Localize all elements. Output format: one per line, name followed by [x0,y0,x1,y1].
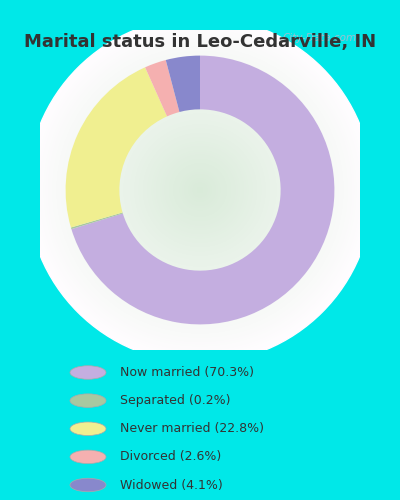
Circle shape [133,123,267,257]
Circle shape [62,52,338,328]
Circle shape [124,114,276,266]
Circle shape [101,90,299,290]
Circle shape [137,128,263,252]
Circle shape [114,104,286,277]
Circle shape [81,71,319,309]
Circle shape [105,95,295,285]
Circle shape [170,160,230,220]
Circle shape [49,39,351,341]
Circle shape [126,116,274,264]
Circle shape [129,118,271,262]
Text: Never married (22.8%): Never married (22.8%) [120,422,264,435]
Wedge shape [66,68,167,228]
Circle shape [157,147,243,233]
Circle shape [109,100,291,280]
Text: Widowed (4.1%): Widowed (4.1%) [120,478,223,492]
Circle shape [68,58,332,322]
Circle shape [27,17,373,363]
Circle shape [155,144,245,236]
Circle shape [172,162,228,218]
Circle shape [152,142,248,238]
Circle shape [146,136,254,244]
Circle shape [51,41,349,339]
Circle shape [185,175,215,205]
Circle shape [166,156,234,224]
Circle shape [107,97,293,283]
Circle shape [178,168,222,212]
Circle shape [42,32,358,347]
Circle shape [189,179,211,201]
Circle shape [174,164,226,216]
Circle shape [55,46,345,335]
Circle shape [60,50,340,330]
Circle shape [64,54,336,326]
Circle shape [144,134,256,246]
Circle shape [70,60,330,320]
Circle shape [98,88,302,292]
Circle shape [122,112,278,268]
Circle shape [118,108,282,272]
Circle shape [34,24,366,356]
Circle shape [58,48,342,333]
Circle shape [75,64,325,316]
Circle shape [131,121,269,259]
Circle shape [47,36,353,344]
Circle shape [70,366,106,379]
Circle shape [163,154,237,226]
Text: Now married (70.3%): Now married (70.3%) [120,366,254,379]
Circle shape [112,102,288,278]
Circle shape [140,130,260,250]
Circle shape [194,184,206,196]
Circle shape [191,182,209,198]
Circle shape [198,188,202,192]
Circle shape [161,151,239,229]
Text: Marital status in Leo-Cedarville, IN: Marital status in Leo-Cedarville, IN [24,32,376,50]
Circle shape [180,170,220,209]
Circle shape [40,30,360,350]
Circle shape [70,478,106,492]
Circle shape [29,20,371,360]
Circle shape [96,86,304,294]
Wedge shape [145,60,180,116]
Circle shape [70,450,106,464]
Circle shape [196,186,204,194]
Text: City-Data.com: City-Data.com [283,33,357,43]
Wedge shape [166,56,200,112]
Circle shape [103,93,297,287]
Circle shape [116,106,284,274]
Circle shape [72,62,328,318]
Circle shape [187,177,213,203]
Circle shape [36,26,364,354]
Wedge shape [72,56,334,324]
Circle shape [168,158,232,222]
Circle shape [150,140,250,239]
Circle shape [44,34,356,345]
Circle shape [135,125,265,255]
Circle shape [183,172,217,208]
Circle shape [66,56,334,324]
Circle shape [88,78,312,302]
Circle shape [159,149,241,231]
Circle shape [70,422,106,436]
Circle shape [77,67,323,313]
Wedge shape [71,212,123,229]
Circle shape [90,80,310,300]
Circle shape [53,43,347,337]
Circle shape [70,394,106,407]
Text: Separated (0.2%): Separated (0.2%) [120,394,230,407]
Circle shape [142,132,258,248]
Circle shape [94,84,306,296]
Circle shape [148,138,252,242]
Circle shape [86,76,314,304]
Circle shape [176,166,224,214]
Circle shape [83,74,317,306]
Circle shape [38,28,362,352]
Circle shape [32,22,368,358]
Text: Divorced (2.6%): Divorced (2.6%) [120,450,221,464]
Circle shape [79,69,321,311]
Circle shape [120,110,280,270]
Circle shape [92,82,308,298]
